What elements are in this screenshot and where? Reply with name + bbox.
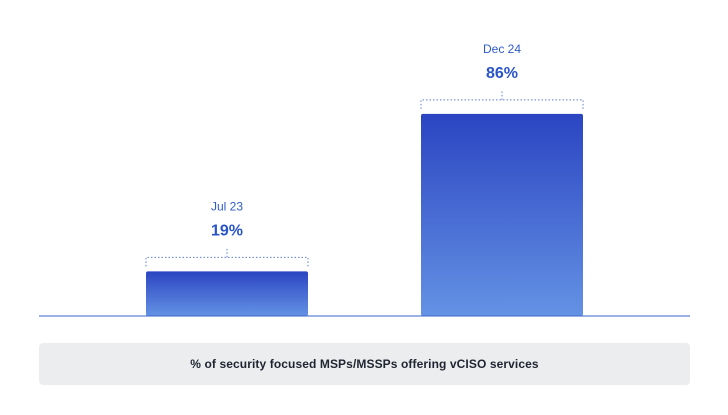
category-label: Dec 24	[483, 42, 521, 56]
chart-caption: % of security focused MSPs/MSSPs offerin…	[39, 343, 690, 385]
chart-marks: 19% Jul 23 86% Dec 24	[145, 42, 584, 317]
bar-dec-24	[421, 113, 583, 317]
x-axis-label: % of security focused MSPs/MSSPs offerin…	[190, 357, 539, 371]
bar-bracket	[145, 247, 309, 267]
data-label: 19%	[211, 222, 243, 239]
bar-bracket	[420, 89, 584, 109]
bar-jul-23	[146, 271, 308, 316]
category-label: Jul 23	[211, 199, 243, 213]
data-label: 86%	[486, 65, 518, 82]
